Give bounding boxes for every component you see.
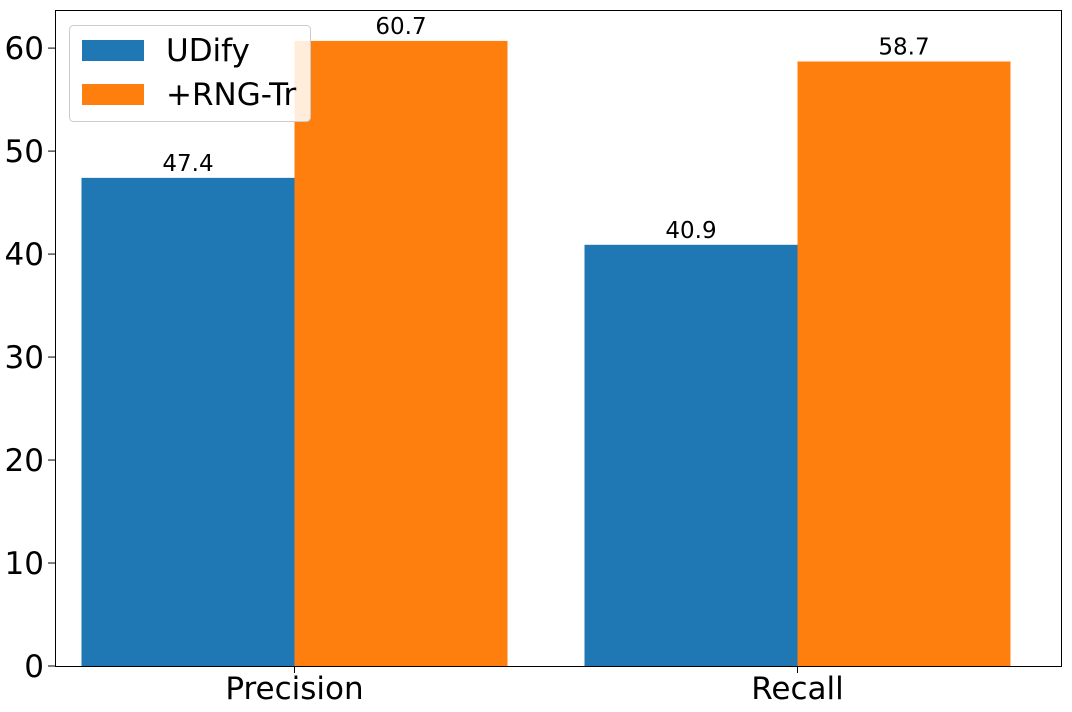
- x-tick-label-precision: Precision: [225, 671, 363, 707]
- y-tick-label: 20: [5, 443, 44, 479]
- bar-value-label: 58.7: [878, 34, 929, 60]
- bar-udify-precision: [81, 177, 295, 666]
- bar-value-labels: 47.4 60.7 40.9 58.7: [162, 14, 929, 244]
- y-tick-label: 0: [24, 649, 44, 685]
- y-tick-label: 30: [5, 340, 44, 376]
- bar-value-label: 47.4: [162, 151, 213, 177]
- legend: UDify +RNG-Tr: [69, 25, 311, 122]
- bar-rng-tr-precision: [294, 40, 508, 666]
- plot-area: 0 10 20 30 40 50 60 47.4 60.7 40.9 58.7 Precision…: [5, 10, 1062, 707]
- legend-swatch-rng-tr: [82, 84, 144, 105]
- legend-label-rng-tr: +RNG-Tr: [166, 77, 296, 113]
- y-axis-ticks: 0 10 20 30 40 50 60: [5, 31, 55, 685]
- y-tick-label: 60: [5, 31, 44, 67]
- bar-rng-tr-recall: [797, 61, 1011, 666]
- y-tick-label: 50: [5, 134, 44, 170]
- x-tick-label-recall: Recall: [751, 671, 844, 707]
- bar-value-label: 60.7: [375, 14, 426, 40]
- bar-group: [81, 40, 1011, 666]
- plot-frame: [55, 10, 1062, 667]
- x-axis-ticks: Precision Recall: [225, 666, 844, 707]
- bar-udify-recall: [584, 244, 798, 666]
- y-tick-label: 40: [5, 237, 44, 273]
- legend-label-udify: UDify: [166, 33, 250, 69]
- bar-value-label: 40.9: [665, 218, 716, 244]
- y-tick-label: 10: [5, 546, 44, 582]
- legend-swatch-udify: [82, 40, 144, 61]
